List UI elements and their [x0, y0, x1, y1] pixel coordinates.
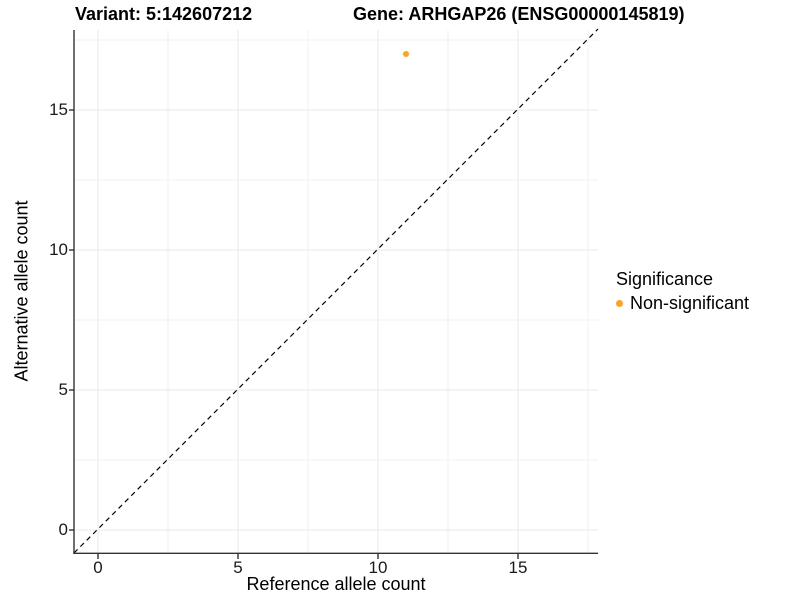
- major-horizontal-gridlines: [74, 109, 598, 531]
- legend-item-label: Non-significant: [630, 293, 750, 313]
- x-tick-label-15: 15: [508, 558, 528, 577]
- gene-title: Gene: ARHGAP26 (ENSG00000145819): [353, 4, 685, 24]
- variant-title: Variant: 5:142607212: [75, 4, 253, 24]
- y-tick-label-5: 5: [58, 380, 68, 399]
- major-vertical-gridlines: [97, 30, 519, 553]
- y-tick-marks: [69, 109, 74, 531]
- x-tick-label-5: 5: [233, 558, 243, 577]
- identity-reference-line: [73, 28, 599, 554]
- legend: Significance Non-significant: [616, 269, 749, 314]
- axis-lines: [73, 30, 598, 554]
- minor-vertical-gridlines: [167, 30, 589, 553]
- data-point-non-significant: [403, 51, 409, 57]
- y-tick-label-0: 0: [58, 520, 68, 539]
- legend-dot-icon: [616, 300, 623, 307]
- legend-title: Significance: [616, 269, 714, 289]
- y-axis-title: Alternative allele count: [11, 200, 32, 382]
- x-axis-title: Reference allele count: [246, 574, 426, 594]
- legend-item-non-significant: Non-significant: [616, 293, 749, 314]
- minor-horizontal-gridlines: [74, 39, 598, 461]
- y-tick-label-10: 10: [49, 240, 68, 259]
- x-tick-marks: [97, 554, 519, 559]
- y-tick-label-15: 15: [49, 100, 68, 119]
- x-tick-label-10: 10: [368, 558, 388, 577]
- x-tick-label-0: 0: [93, 558, 103, 577]
